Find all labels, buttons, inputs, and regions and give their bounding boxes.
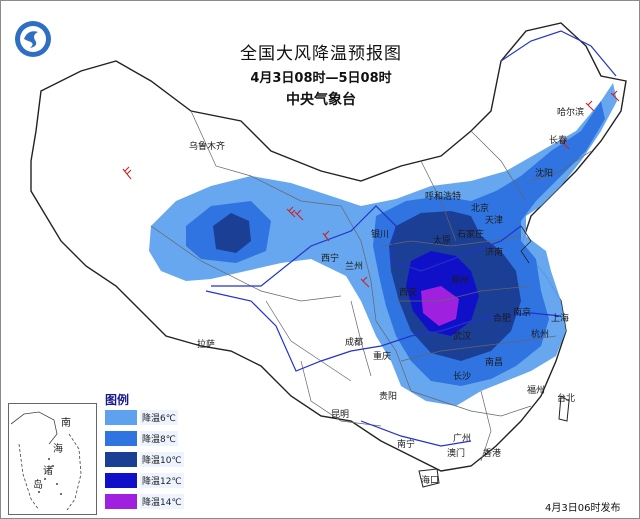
city-label: 济南 [485, 248, 504, 258]
map-title: 全国大风降温预报图 [240, 44, 402, 64]
city-label: 长春 [549, 136, 568, 146]
city-label: 福州 [527, 386, 546, 396]
legend: 图例 降温6℃ 降温8℃ 降温10℃ 降温12℃ 降温14℃ [105, 391, 185, 514]
inset-map [10, 411, 82, 511]
city-label: 贵阳 [379, 392, 398, 402]
legend-swatch [105, 473, 137, 488]
rivers [205, 30, 617, 447]
city-label: 香港 [483, 449, 502, 459]
city-label: 杭州 [531, 330, 550, 340]
release-time: 4月3日06时发布 [545, 503, 621, 514]
south-china-sea-inset: 南 海 诸 岛 [8, 403, 97, 515]
city-label: 乌鲁木齐 [189, 142, 226, 152]
city-label: 上海 [551, 314, 570, 324]
city-label: 西安 [399, 288, 418, 298]
zone-10c-west [213, 213, 251, 253]
zone-14c [421, 286, 459, 326]
hainan [418, 468, 440, 488]
city-label: 台北 [557, 394, 576, 404]
legend-item: 降温10℃ [105, 451, 185, 468]
city-label: 天津 [485, 216, 504, 226]
legend-item: 降温12℃ [105, 472, 185, 489]
city-label: 长沙 [453, 372, 472, 382]
city-label: 广州 [453, 434, 472, 444]
city-label: 海口 [421, 476, 440, 486]
province-borders [150, 110, 592, 462]
inset-label: 海 [53, 444, 63, 455]
city-label: 兰州 [345, 262, 364, 272]
legend-label: 降温14℃ [140, 494, 184, 509]
heilong-river [500, 30, 617, 77]
cma-logo-icon [15, 21, 51, 57]
city-label: 沈阳 [535, 169, 554, 179]
pearl-river [360, 420, 472, 447]
legend-swatch [105, 452, 137, 467]
legend-item: 降温14℃ [105, 493, 185, 510]
city-label: 澳门 [447, 449, 466, 459]
inset-label: 诸 [43, 466, 53, 477]
city-label: 郑州 [451, 276, 470, 286]
legend-label: 降温6℃ [140, 410, 178, 425]
yellow-river [211, 205, 522, 287]
legend-item: 降温8℃ [105, 430, 185, 447]
legend-label: 降温10℃ [140, 452, 184, 467]
city-label: 银川 [371, 230, 390, 240]
city-label: 合肥 [493, 314, 512, 324]
legend-swatch [105, 431, 137, 446]
city-label: 呼和浩特 [425, 192, 462, 202]
city-label: 昆明 [331, 410, 350, 420]
city-label: 重庆 [373, 352, 392, 362]
legend-swatch [105, 410, 137, 425]
legend-label: 降温8℃ [140, 431, 178, 446]
legend-item: 降温6℃ [105, 409, 185, 426]
city-label: 南京 [513, 308, 532, 318]
taiwan [558, 395, 570, 422]
legend-title: 图例 [105, 393, 130, 407]
city-label: 石家庄 [457, 230, 485, 240]
city-label: 南宁 [397, 440, 416, 450]
city-label: 成都 [345, 338, 364, 348]
city-label: 哈尔滨 [557, 108, 585, 118]
inset-label: 南 [61, 418, 71, 429]
city-label: 太原 [433, 236, 452, 246]
wind-barbs [122, 90, 620, 288]
city-label: 拉萨 [197, 340, 216, 350]
coast-line [520, 225, 532, 264]
issuing-agency: 中央气象台 [286, 92, 356, 108]
inset-label: 岛 [33, 480, 43, 491]
city-label: 西宁 [321, 254, 340, 264]
city-label: 南昌 [485, 358, 504, 368]
legend-label: 降温12℃ [140, 473, 184, 488]
city-label: 武汉 [453, 332, 472, 342]
city-label: 北京 [471, 204, 490, 214]
legend-swatch [105, 494, 137, 509]
yangtze-river [205, 290, 562, 372]
forecast-period: 4月3日08时—5日08时 [250, 71, 392, 86]
